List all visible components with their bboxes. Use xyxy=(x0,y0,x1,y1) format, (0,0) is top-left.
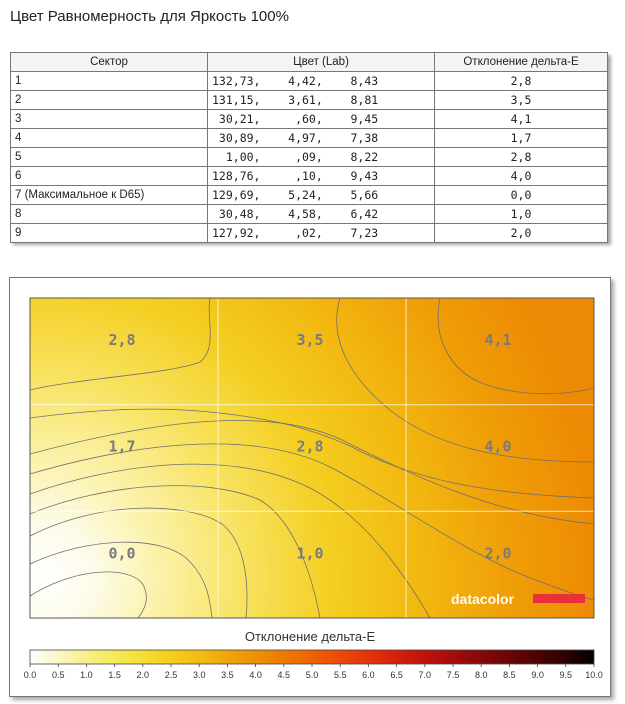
sector-cell: 8 xyxy=(10,204,208,224)
sector-value-label: 2,8 xyxy=(296,438,323,456)
delta-e-cell: 2,0 xyxy=(434,223,608,243)
colorbar-tick-label: 9.0 xyxy=(531,670,544,680)
colorbar-tick-label: 0.0 xyxy=(24,670,37,680)
column-header-sector: Сектор xyxy=(10,52,208,72)
colorbar-tick-label: 4.0 xyxy=(249,670,262,680)
colorbar-tick-label: 7.5 xyxy=(447,670,460,680)
colorbar-tick-label: 0.5 xyxy=(52,670,65,680)
table-row: 8 30,48, 4,58, 6,42 1,0 xyxy=(10,204,608,224)
delta-e-cell: 0,0 xyxy=(434,185,608,205)
sector-value-label: 4,0 xyxy=(484,438,511,456)
contour-line xyxy=(336,298,594,463)
colorbar-gradient xyxy=(29,649,595,665)
contour-line xyxy=(30,443,594,601)
lab-cell: 129,69, 5,24, 5,66 xyxy=(207,185,435,205)
sector-value-label: 4,1 xyxy=(484,331,511,349)
colorbar-tick-label: 2.0 xyxy=(137,670,150,680)
table-row: 2 131,15, 3,61, 8,81 3,5 xyxy=(10,90,608,110)
colorbar-title: Отклонение дельта-E xyxy=(245,629,376,644)
colorbar-tick-label: 5.0 xyxy=(306,670,319,680)
lab-cell: 128,76, ,10, 9,43 xyxy=(207,166,435,186)
colorbar-tick-label: 2.5 xyxy=(165,670,178,680)
lab-cell: 30,89, 4,97, 7,38 xyxy=(207,128,435,148)
table-row: 7 (Максимальное к D65) 129,69, 5,24, 5,66… xyxy=(10,185,608,205)
contour-line xyxy=(30,408,594,499)
colorbar-tick-label: 5.5 xyxy=(334,670,347,680)
colorbar-tick-label: 7.0 xyxy=(419,670,432,680)
table-row: 4 30,89, 4,97, 7,38 1,7 xyxy=(10,128,608,148)
colorbar-tick-label: 3.0 xyxy=(193,670,206,680)
sector-grid-lines xyxy=(30,298,594,618)
contour-line xyxy=(30,463,431,618)
contour-lines xyxy=(30,298,594,618)
sector-value-label: 2,0 xyxy=(484,544,511,562)
sector-value-label: 1,7 xyxy=(108,438,135,456)
sector-cell: 7 (Максимальное к D65) xyxy=(10,185,208,205)
sector-cell: 5 xyxy=(10,147,208,167)
sector-value-labels: 2,8 3,5 4,1 1,7 2,8 4,0 0,0 1,0 2,0 xyxy=(108,331,511,562)
sector-value-label: 0,0 xyxy=(108,544,135,562)
lab-cell: 1,00, ,09, 8,22 xyxy=(207,147,435,167)
contour-line xyxy=(30,571,147,618)
uniformity-heatmap: 2,8 3,5 4,1 1,7 2,8 4,0 0,0 1,0 2,0 datacolor От… xyxy=(24,297,603,680)
colorbar-tick-label: 6.5 xyxy=(390,670,403,680)
contour-line xyxy=(30,298,211,391)
delta-e-cell: 1,7 xyxy=(434,128,608,148)
contour-line xyxy=(30,420,594,525)
table-header-row: Сектор Цвет (Lab) Отклонение дельта-E xyxy=(10,52,608,72)
table-row: 6 128,76, ,10, 9,43 4,0 xyxy=(10,166,608,186)
colorbar-tick-label: 8.0 xyxy=(475,670,488,680)
contour-line xyxy=(30,507,248,618)
sector-cell: 1 xyxy=(10,71,208,91)
sector-value-label: 2,8 xyxy=(108,331,135,349)
uniformity-heatmap-panel: 2,8 3,5 4,1 1,7 2,8 4,0 0,0 1,0 2,0 datacolor От… xyxy=(9,277,611,697)
delta-e-cell: 1,0 xyxy=(434,204,608,224)
colorbar-tick-label: 1.0 xyxy=(80,670,93,680)
contour-line xyxy=(30,485,321,618)
colorbar-tick-label: 3.5 xyxy=(221,670,234,680)
datacolor-watermark-bar xyxy=(533,594,585,603)
lab-cell: 132,73, 4,42, 8,43 xyxy=(207,71,435,91)
sector-cell: 9 xyxy=(10,223,208,243)
colorbar-tick-label: 10.0 xyxy=(585,670,603,680)
table-row: 5 1,00, ,09, 8,22 2,8 xyxy=(10,147,608,167)
delta-e-cell: 2,8 xyxy=(434,71,608,91)
column-header-delta-e: Отклонение дельта-E xyxy=(434,52,608,72)
sector-value-label: 3,5 xyxy=(296,331,323,349)
contour-line xyxy=(30,541,213,618)
table-row: 9 127,92, ,02, 7,23 2,0 xyxy=(10,223,608,243)
lab-cell: 30,21, ,60, 9,45 xyxy=(207,109,435,129)
colorbar-tick-label: 1.5 xyxy=(108,670,121,680)
colorbar-tick-label: 4.5 xyxy=(278,670,291,680)
delta-e-cell: 3,5 xyxy=(434,90,608,110)
sector-cell: 3 xyxy=(10,109,208,129)
table-row: 1 132,73, 4,42, 8,43 2,8 xyxy=(10,71,608,91)
table-row: 3 30,21, ,60, 9,45 4,1 xyxy=(10,109,608,129)
sector-cell: 2 xyxy=(10,90,208,110)
colorbar: 0.0 0.5 1.0 1.5 2.0 2.5 3.0 3.5 4.0 4.5 5.0 5.5 6.0 6… xyxy=(24,649,603,680)
colorbar-tick-label: 8.5 xyxy=(503,670,516,680)
lab-cell: 127,92, ,02, 7,23 xyxy=(207,223,435,243)
colorbar-tick-label: 9.5 xyxy=(560,670,573,680)
heatmap-plot-border xyxy=(29,297,595,619)
sector-cell: 6 xyxy=(10,166,208,186)
column-header-lab: Цвет (Lab) xyxy=(207,52,435,72)
colorbar-tick-label: 6.0 xyxy=(362,670,375,680)
delta-e-cell: 4,0 xyxy=(434,166,608,186)
delta-e-cell: 4,1 xyxy=(434,109,608,129)
sector-cell: 4 xyxy=(10,128,208,148)
contour-line xyxy=(437,298,594,395)
page-title: Цвет Равномерность для Яркость 100% xyxy=(10,8,289,25)
lab-cell: 30,48, 4,58, 6,42 xyxy=(207,204,435,224)
sector-value-label: 1,0 xyxy=(296,544,323,562)
lab-cell: 131,15, 3,61, 8,81 xyxy=(207,90,435,110)
delta-e-cell: 2,8 xyxy=(434,147,608,167)
datacolor-watermark: datacolor xyxy=(451,591,515,607)
